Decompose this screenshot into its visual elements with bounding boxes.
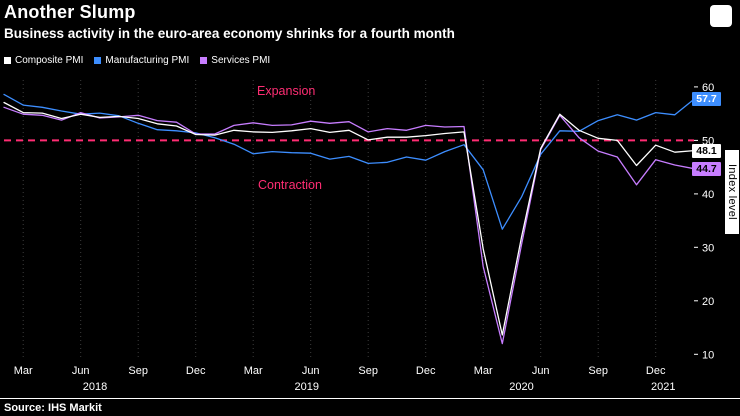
legend-label-services: Services PMI xyxy=(211,55,271,66)
svg-text:2018: 2018 xyxy=(83,381,107,393)
svg-text:Sep: Sep xyxy=(358,365,378,377)
legend: Composite PMI Manufacturing PMI Services… xyxy=(4,55,270,66)
end-value-badge: 44.7 xyxy=(692,162,721,176)
svg-text:40: 40 xyxy=(702,189,714,201)
svg-text:2021: 2021 xyxy=(651,381,675,393)
legend-item-composite: Composite PMI xyxy=(4,55,83,66)
svg-text:30: 30 xyxy=(702,242,714,254)
source-credit: Source: IHS Markit xyxy=(4,402,102,414)
svg-text:10: 10 xyxy=(702,349,714,361)
svg-text:Dec: Dec xyxy=(186,365,206,377)
expansion-label: Expansion xyxy=(257,84,316,98)
svg-text:Mar: Mar xyxy=(244,365,263,377)
svg-text:20: 20 xyxy=(702,296,714,308)
bloomberg-logo-icon xyxy=(710,5,732,27)
legend-item-manufacturing: Manufacturing PMI xyxy=(94,55,189,66)
legend-swatch-composite-icon xyxy=(4,57,11,64)
legend-label-composite: Composite PMI xyxy=(15,55,84,66)
svg-text:2020: 2020 xyxy=(509,381,533,393)
svg-text:Sep: Sep xyxy=(588,365,608,377)
contraction-label: Contraction xyxy=(258,178,322,192)
y-axis-title: Index level xyxy=(725,150,739,234)
chart-subtitle: Business activity in the euro-area econo… xyxy=(4,26,455,41)
legend-swatch-services-icon xyxy=(200,57,208,64)
legend-label-manufacturing: Manufacturing PMI xyxy=(105,55,190,66)
svg-text:Mar: Mar xyxy=(14,365,33,377)
svg-text:2019: 2019 xyxy=(295,381,319,393)
legend-swatch-manufacturing-icon xyxy=(94,57,102,64)
legend-item-services: Services PMI xyxy=(200,55,270,66)
svg-text:Jun: Jun xyxy=(532,365,550,377)
end-value-badge: 57.7 xyxy=(692,92,721,106)
svg-text:Sep: Sep xyxy=(128,365,148,377)
svg-text:Jun: Jun xyxy=(302,365,320,377)
svg-text:Dec: Dec xyxy=(416,365,436,377)
svg-text:Jun: Jun xyxy=(72,365,90,377)
chart-title: Another Slump xyxy=(4,2,136,22)
svg-text:Dec: Dec xyxy=(646,365,666,377)
footer-divider xyxy=(0,398,740,399)
svg-text:60: 60 xyxy=(702,82,714,94)
end-value-badge: 48.1 xyxy=(692,144,721,158)
svg-text:Mar: Mar xyxy=(474,365,493,377)
